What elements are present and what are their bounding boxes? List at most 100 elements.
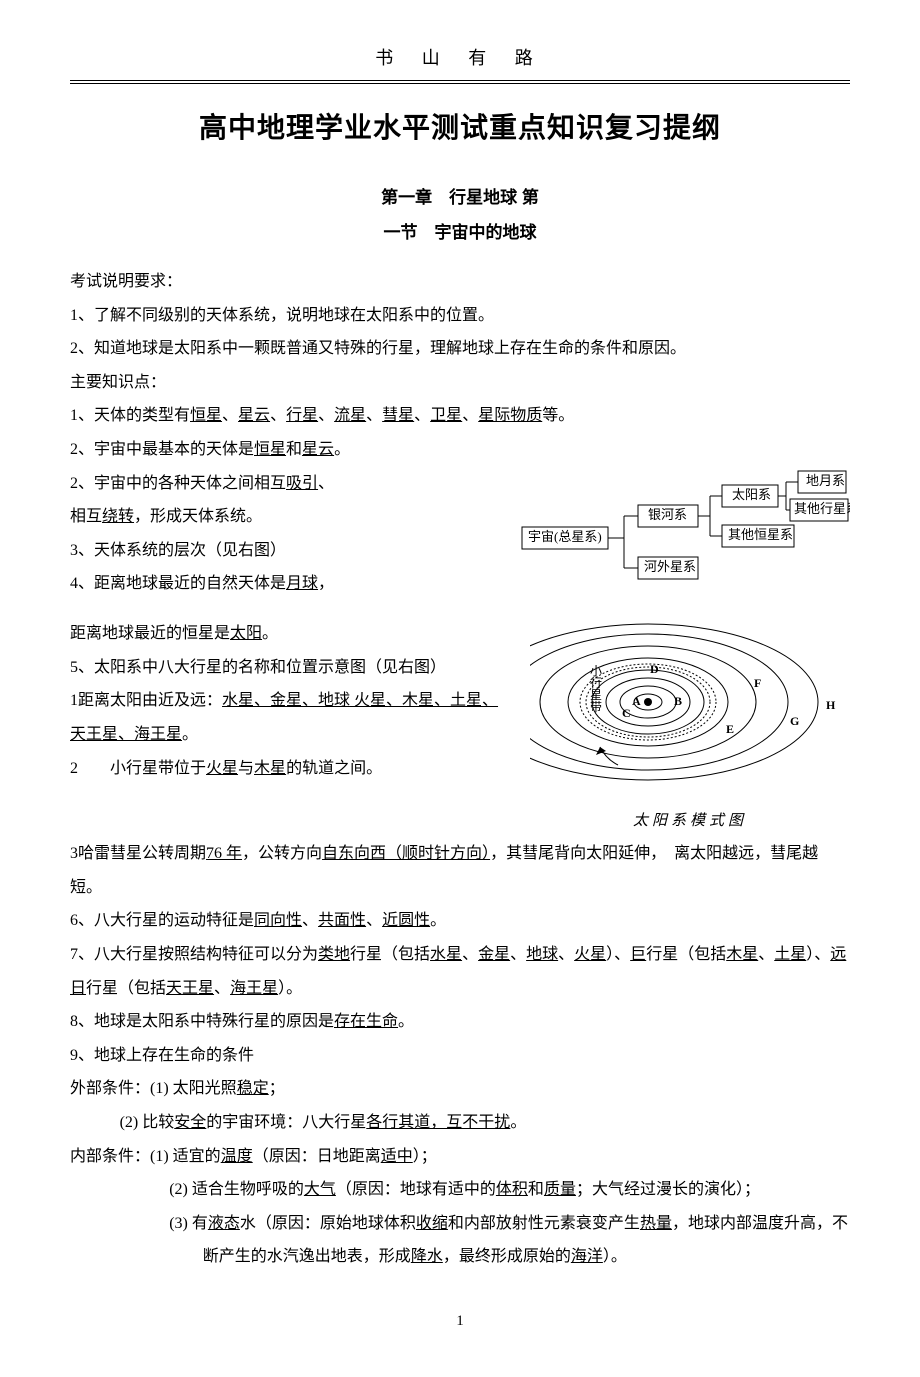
kp-10: 3哈雷彗星公转周期76 年，公转方向自东向西（顺时针方向），其彗尾背向太阳延伸，…: [70, 837, 850, 904]
kp12-u10: 天王星: [166, 980, 214, 997]
kp2-pre: 2、宇宙中最基本的天体是: [70, 441, 254, 458]
kp12-u2: 水星: [430, 946, 462, 963]
kp5-u: 月球: [286, 575, 318, 592]
kp6-u: 太阳: [230, 625, 262, 642]
kp12-u3: 金星: [478, 946, 510, 963]
svg-text:太阳系: 太阳系: [732, 487, 771, 502]
kp12-s4: 、: [758, 946, 774, 963]
kp12-u7: 木星: [726, 946, 758, 963]
kp9-u1: 火星: [206, 760, 238, 777]
int2-pre: (2) 适合生物呼吸的: [169, 1181, 304, 1198]
page-header: 书 山 有 路: [70, 40, 850, 81]
ext1-pre: (1) 太阳光照: [150, 1080, 237, 1097]
int-cond-1: 内部条件：(1) 适宜的温度（原因：日地距离适中）；: [70, 1140, 850, 1174]
kp11-pre: 6、八大行星的运动特征是: [70, 912, 254, 929]
int-label: 内部条件：: [70, 1148, 150, 1165]
kp3a-sep: 、: [318, 475, 334, 492]
kp11-a: 同向性: [254, 912, 302, 929]
kp12-s5: 、: [214, 980, 230, 997]
int3-u1: 液态: [208, 1215, 240, 1232]
solar-system-figure: 小 行 星 带 A B C D E F G H 太阳系模式图: [530, 617, 850, 837]
hierarchy-diagram: 宇宙(总星系) 银河系 河外星系 太阳系 其他恒星系 地月系 其他行星系: [520, 467, 850, 610]
kp9-u2: 木星: [254, 760, 286, 777]
kp9-pre: 2 小行星带位于: [70, 760, 206, 777]
kp2-a: 恒星: [254, 441, 286, 458]
int3-u5: 海洋: [571, 1248, 603, 1265]
kp3b-pre: 相互: [70, 508, 102, 525]
kp12-s3: 、: [558, 946, 574, 963]
int1-u2: 适中: [381, 1148, 413, 1165]
kp2-mid: 和: [286, 441, 302, 458]
int2-u1: 大气: [304, 1181, 336, 1198]
int-cond-2: (2) 适合生物呼吸的大气（原因：地球有适中的体积和质量；大气经过漫长的演化）；: [70, 1173, 850, 1207]
kp8-pre: 1距离太阳由近及远：: [70, 692, 222, 709]
kp10-y: 76 年: [206, 845, 242, 862]
exam-req-label: 考试说明要求：: [70, 265, 850, 299]
kp-12: 7、八大行星按照结构特征可以分为类地行星（包括水星、金星、地球、火星）、巨行星（…: [70, 938, 850, 1005]
kp-14: 9、地球上存在生命的条件: [70, 1039, 850, 1073]
int1-pre: (1) 适宜的: [150, 1148, 221, 1165]
svg-text:宇宙(总星系): 宇宙(总星系): [528, 529, 602, 544]
kp11-c: 近圆性: [382, 912, 430, 929]
kp3a-pre: 2、宇宙中的各种天体之间相互: [70, 475, 286, 492]
svg-text:F: F: [754, 676, 761, 690]
kp-11: 6、八大行星的运动特征是同向性、共面性、近圆性。: [70, 904, 850, 938]
kp3b-u: 绕转: [102, 508, 134, 525]
kp8-post: 。: [182, 726, 198, 743]
kp2-post: 。: [334, 441, 350, 458]
kp12-s1: 、: [462, 946, 478, 963]
kp5-post: ，: [318, 575, 334, 592]
kp12-pre: 7、八大行星按照结构特征可以分为: [70, 946, 318, 963]
kp12-s2: 、: [510, 946, 526, 963]
ext2-pre: (2) 比较: [120, 1114, 175, 1131]
svg-text:E: E: [726, 722, 734, 736]
int-cond-3: (3) 有液态水（原因：原始地球体积收缩和内部放射性元素衰变产生热量，地球内部温…: [70, 1207, 850, 1274]
svg-text:银河系: 银河系: [648, 507, 687, 522]
int3-u3: 热量: [640, 1215, 672, 1232]
svg-text:B: B: [674, 694, 682, 708]
svg-text:D: D: [650, 662, 659, 676]
kp11-s2: 、: [366, 912, 382, 929]
kp9-mid: 与: [238, 760, 254, 777]
ext-cond-2: (2) 比较安全的宇宙环境：八大行星各行其道，互不干扰。: [70, 1106, 850, 1140]
svg-text:G: G: [790, 714, 799, 728]
kp3b-post: ，形成天体系统。: [134, 508, 262, 525]
page-number: 1: [70, 1306, 850, 1338]
int2-mid: （原因：地球有适中的: [336, 1181, 496, 1198]
svg-text:带: 带: [590, 700, 602, 714]
int3-u4: 降水: [411, 1248, 443, 1265]
ext1-post: ；: [269, 1080, 285, 1097]
int1-post: ）；: [413, 1148, 437, 1165]
svg-text:H: H: [826, 698, 836, 712]
ext-cond-1: 外部条件：(1) 太阳光照稳定；: [70, 1072, 850, 1106]
kp12-m2: ）、: [606, 946, 630, 963]
kp1-u0: 恒星: [190, 407, 222, 424]
kp12-post: ）。: [278, 980, 302, 997]
kp12-u5: 火星: [574, 946, 606, 963]
kp-1: 1、天体的类型有恒星、星云、行星、流星、彗星、卫星、星际物质等。: [70, 399, 850, 433]
int3-pre: (3) 有: [169, 1215, 208, 1232]
kp12-m1: 行星（包括: [350, 946, 430, 963]
int3-post: ）。: [603, 1248, 627, 1265]
int1-mid: （原因：日地距离: [253, 1148, 381, 1165]
kp12-m5: 行星（包括: [86, 980, 166, 997]
kp6-pre: 距离地球最近的恒星是: [70, 625, 230, 642]
kp10-dir: 自东向西（顺时针方向）: [322, 845, 490, 862]
kp10-pre: 3哈雷彗星公转周期: [70, 845, 206, 862]
int2-u3: 质量: [544, 1181, 576, 1198]
exam-req-2: 2、知道地球是太阳系中一颗既普通又特殊的行星，理解地球上存在生命的条件和原因。: [70, 332, 850, 366]
chapter-heading: 第一章 行星地球 第: [70, 180, 850, 216]
int1-u1: 温度: [221, 1148, 253, 1165]
kp-13: 8、地球是太阳系中特殊行星的原因是存在生命。: [70, 1005, 850, 1039]
int3-u2: 收缩: [416, 1215, 448, 1232]
kp3a-u: 吸引: [286, 475, 318, 492]
kp10-m1: ，公转方向: [242, 845, 322, 862]
svg-text:A: A: [632, 694, 641, 708]
svg-text:河外星系: 河外星系: [644, 559, 696, 574]
kp1-post: 等。: [542, 407, 574, 424]
svg-text:C: C: [622, 706, 631, 720]
kp13-post: 。: [398, 1013, 414, 1030]
kp13-u: 存在生命: [334, 1013, 398, 1030]
kp12-u11: 海王星: [230, 980, 278, 997]
section-heading: 一节 宇宙中的地球: [70, 215, 850, 251]
